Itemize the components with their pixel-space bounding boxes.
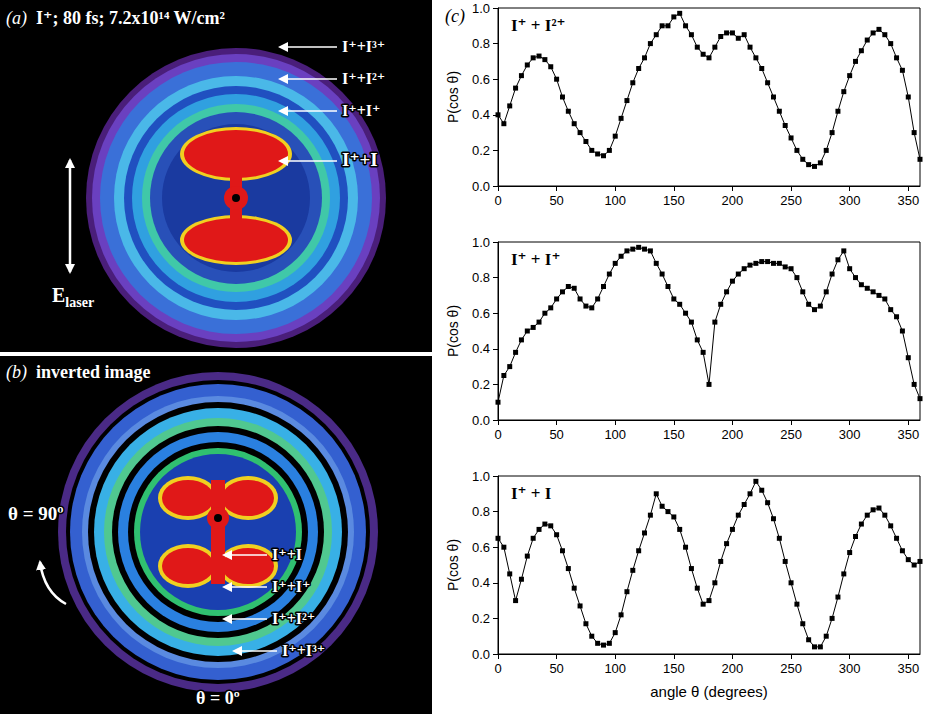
svg-text:I⁺+I²⁺: I⁺+I²⁺ (272, 610, 315, 627)
svg-text:0.8: 0.8 (472, 36, 490, 51)
svg-text:P(cos θ): P(cos θ) (445, 305, 461, 357)
svg-text:300: 300 (839, 661, 861, 676)
svg-text:Elaser: Elaser (52, 284, 94, 310)
svg-text:0: 0 (494, 661, 501, 676)
svg-text:100: 100 (604, 427, 626, 442)
svg-text:I⁺ + I²⁺: I⁺ + I²⁺ (511, 16, 565, 35)
svg-text:I⁺+I³⁺: I⁺+I³⁺ (282, 642, 325, 659)
svg-text:1.0: 1.0 (472, 235, 490, 250)
svg-text:I⁺+I: I⁺+I (342, 149, 378, 170)
svg-text:(c): (c) (445, 6, 465, 27)
svg-text:250: 250 (780, 661, 802, 676)
svg-text:0.8: 0.8 (472, 270, 490, 285)
svg-text:350: 350 (897, 427, 919, 442)
svg-text:I⁺+I²⁺: I⁺+I²⁺ (342, 70, 385, 87)
svg-text:I⁺+I: I⁺+I (272, 546, 302, 563)
svg-text:250: 250 (780, 427, 802, 442)
svg-text:0: 0 (494, 193, 501, 208)
svg-text:200: 200 (722, 427, 744, 442)
svg-text:200: 200 (722, 193, 744, 208)
svg-text:100: 100 (604, 193, 626, 208)
svg-text:0.0: 0.0 (472, 413, 490, 428)
svg-text:0.2: 0.2 (472, 611, 490, 626)
svg-text:I⁺ + I: I⁺ + I (511, 484, 552, 503)
svg-text:0: 0 (494, 427, 501, 442)
svg-text:(b): (b) (6, 362, 27, 383)
svg-text:inverted image: inverted image (36, 362, 150, 382)
svg-text:θ = 0º: θ = 0º (196, 688, 240, 708)
svg-text:(a): (a) (6, 8, 27, 29)
svg-text:150: 150 (663, 661, 685, 676)
svg-text:200: 200 (722, 661, 744, 676)
svg-text:0.0: 0.0 (472, 179, 490, 194)
svg-text:250: 250 (780, 193, 802, 208)
svg-text:350: 350 (897, 661, 919, 676)
svg-text:0.4: 0.4 (472, 341, 490, 356)
svg-text:150: 150 (663, 193, 685, 208)
svg-text:0.4: 0.4 (472, 107, 490, 122)
svg-text:0.0: 0.0 (472, 647, 490, 662)
svg-text:50: 50 (549, 661, 563, 676)
svg-text:350: 350 (897, 193, 919, 208)
svg-text:0.6: 0.6 (472, 72, 490, 87)
svg-text:0.8: 0.8 (472, 504, 490, 519)
svg-text:300: 300 (839, 427, 861, 442)
svg-text:I⁺+I³⁺: I⁺+I³⁺ (342, 38, 385, 55)
svg-text:angle θ (degrees): angle θ (degrees) (650, 683, 768, 700)
svg-text:0.6: 0.6 (472, 306, 490, 321)
svg-text:I⁺+I⁺: I⁺+I⁺ (272, 578, 310, 595)
svg-text:50: 50 (549, 193, 563, 208)
svg-text:I⁺ + I⁺: I⁺ + I⁺ (511, 250, 560, 269)
svg-text:P(cos θ): P(cos θ) (445, 539, 461, 591)
svg-text:100: 100 (604, 661, 626, 676)
svg-text:0.2: 0.2 (472, 143, 490, 158)
svg-text:300: 300 (839, 193, 861, 208)
svg-text:0.4: 0.4 (472, 575, 490, 590)
svg-text:I⁺+I⁺: I⁺+I⁺ (342, 102, 380, 119)
svg-text:I⁺; 80 fs; 7.2x10¹⁴ W/cm²: I⁺; 80 fs; 7.2x10¹⁴ W/cm² (36, 8, 225, 28)
svg-text:150: 150 (663, 427, 685, 442)
svg-text:1.0: 1.0 (472, 469, 490, 484)
svg-text:θ = 90º: θ = 90º (8, 503, 64, 524)
svg-text:50: 50 (549, 427, 563, 442)
svg-text:0.2: 0.2 (472, 377, 490, 392)
svg-text:P(cos θ): P(cos θ) (445, 71, 461, 123)
svg-text:1.0: 1.0 (472, 1, 490, 16)
svg-text:0.6: 0.6 (472, 540, 490, 555)
